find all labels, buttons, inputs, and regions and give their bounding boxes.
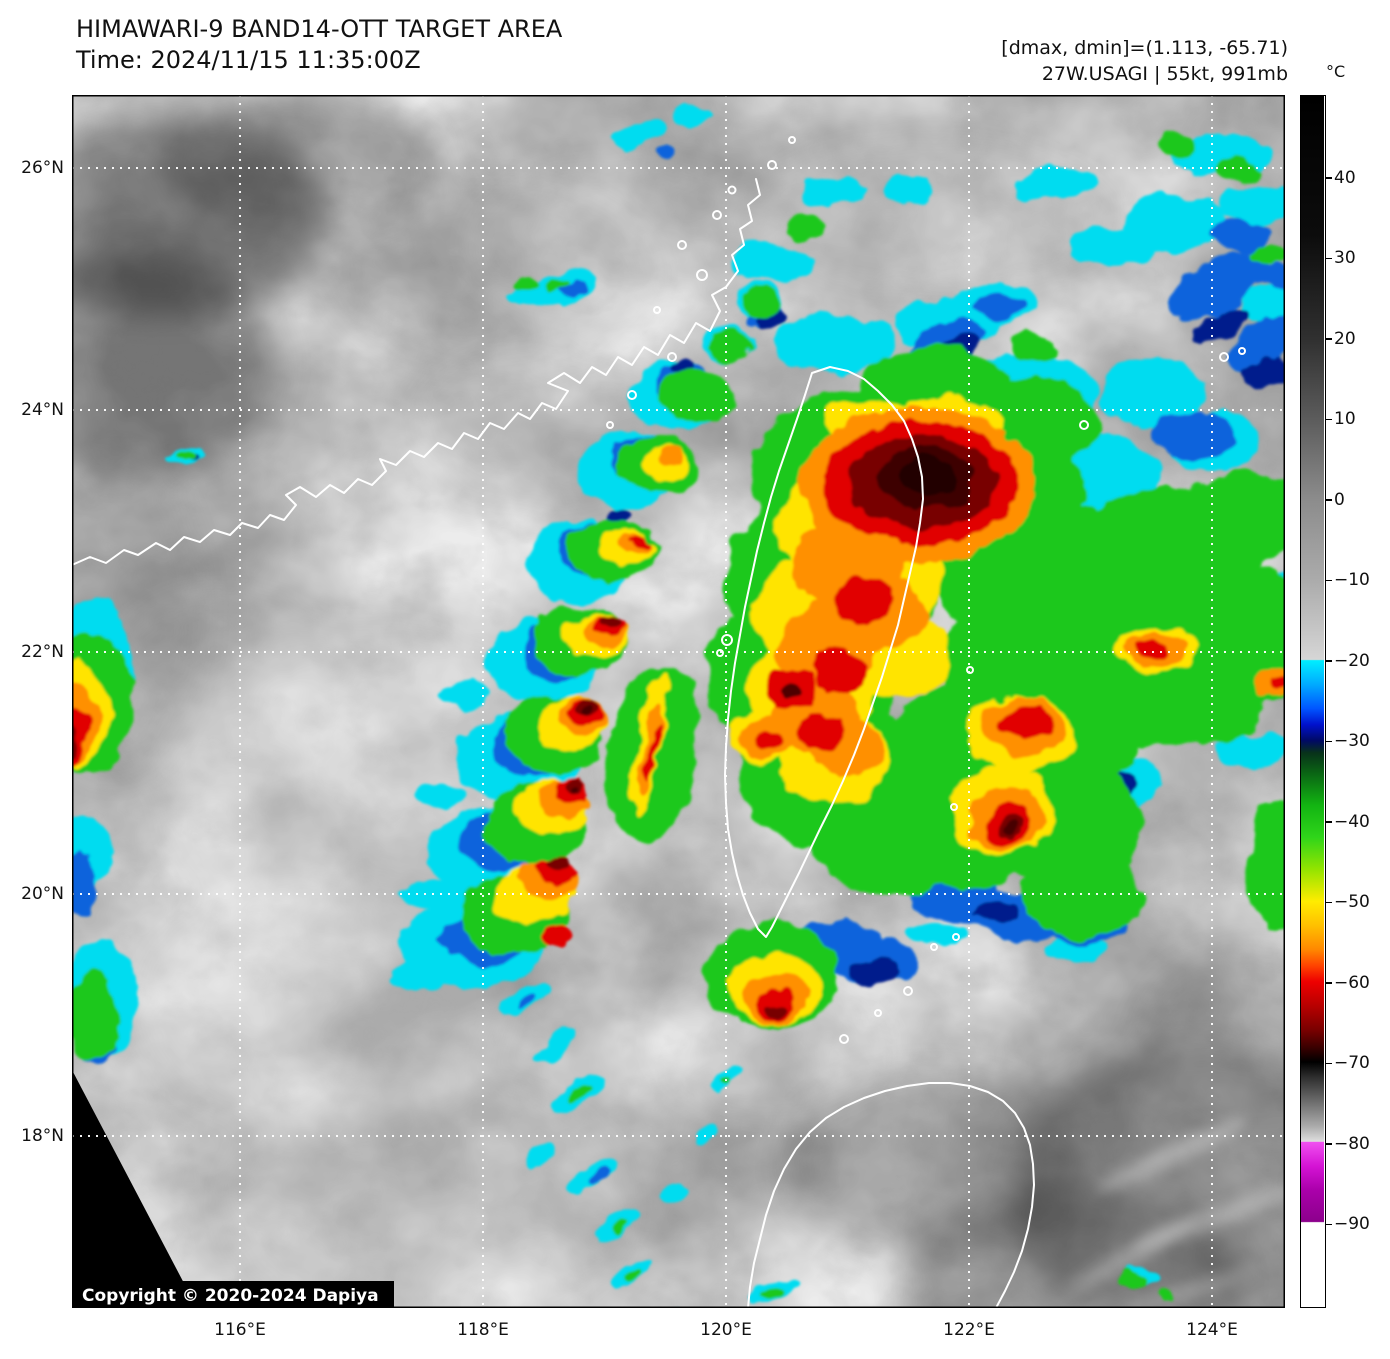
colorbar-tick-mark <box>1326 740 1332 743</box>
storm-info-annotation: 27W.USAGI | 55kt, 991mb <box>1041 62 1288 85</box>
colorbar-tick-label: −90 <box>1334 1214 1370 1235</box>
colorbar-tick-label: −30 <box>1334 731 1370 752</box>
colorbar-unit-label: °C <box>1326 62 1346 81</box>
product-title: HIMAWARI-9 BAND14-OTT TARGET AREA <box>76 15 563 43</box>
colorbar-tick-mark <box>1326 821 1332 823</box>
colorbar-tick-mark <box>1326 499 1332 501</box>
convection-colored-clouds <box>72 104 1285 1304</box>
colorbar-tick-label: 40 <box>1334 167 1356 188</box>
luzon-coastline <box>747 1082 1035 1308</box>
colorbar-tick-label: −60 <box>1334 972 1370 993</box>
longitude-tick-label: 124°E <box>1186 1320 1238 1340</box>
colorbar-tick-label: 20 <box>1334 328 1356 349</box>
latitude-tick-label: 20°N <box>21 884 64 904</box>
dmax-dmin-annotation: [dmax, dmin]=(1.113, -65.71) <box>1001 37 1288 59</box>
longitude-tick-label: 120°E <box>700 1320 752 1340</box>
colorbar-tick-label: −20 <box>1334 650 1370 671</box>
latitude-tick-label: 26°N <box>21 158 64 178</box>
no-data-region <box>72 1070 197 1308</box>
colorbar-tick-mark <box>1326 1223 1332 1226</box>
colorbar-gradient <box>1301 96 1324 1306</box>
colorbar-tick-mark <box>1326 1143 1332 1145</box>
longitude-tick-label: 118°E <box>457 1320 509 1340</box>
china-coastline <box>72 178 761 566</box>
colorbar-tick-mark <box>1326 1062 1332 1065</box>
copyright-box: Copyright © 2020-2024 Dapiya <box>72 1281 394 1308</box>
title-block: HIMAWARI-9 BAND14-OTT TARGET AREA Time: … <box>76 14 562 76</box>
coastlines <box>72 136 1246 1308</box>
satellite-map: Copyright © 2020-2024 Dapiya <box>72 95 1285 1308</box>
coastal-islands <box>606 136 1246 1044</box>
colorbar-tick-mark <box>1326 982 1332 984</box>
colorbar-tick-label: −10 <box>1334 570 1370 591</box>
colorbar-tick-label: −70 <box>1334 1053 1370 1074</box>
satellite-image: Copyright © 2020-2024 Dapiya <box>72 95 1285 1308</box>
latitude-tick-label: 24°N <box>21 400 64 420</box>
colorbar-tick-label: 10 <box>1334 409 1356 430</box>
copyright-text: Copyright © 2020-2024 Dapiya <box>82 1286 379 1306</box>
longitude-tick-label: 122°E <box>943 1320 995 1340</box>
longitude-tick-label: 116°E <box>214 1320 266 1340</box>
colorbar-tick-label: 0 <box>1334 489 1345 510</box>
colorbar-tick-label: −50 <box>1334 892 1370 913</box>
colorbar <box>1300 95 1326 1308</box>
colorbar-tick-label: −40 <box>1334 811 1370 832</box>
colorbar-tick-mark <box>1326 418 1332 421</box>
annotation-block: [dmax, dmin]=(1.113, -65.71) 27W.USAGI |… <box>1001 36 1288 87</box>
latitude-tick-label: 18°N <box>21 1126 64 1146</box>
colorbar-tick-mark <box>1326 257 1332 260</box>
colorbar-tick-mark <box>1326 338 1332 340</box>
colorbar-tick-mark <box>1326 177 1332 179</box>
colorbar-tick-mark <box>1326 660 1332 662</box>
colorbar-tick-mark <box>1326 901 1332 904</box>
colorbar-tick-mark <box>1326 579 1332 582</box>
colorbar-tick-label: −80 <box>1334 1133 1370 1154</box>
colorbar-tick-label: 30 <box>1334 248 1356 269</box>
latitude-tick-label: 22°N <box>21 642 64 662</box>
taiwan-coastline <box>724 366 924 938</box>
timestamp: Time: 2024/11/15 11:35:00Z <box>76 46 421 75</box>
